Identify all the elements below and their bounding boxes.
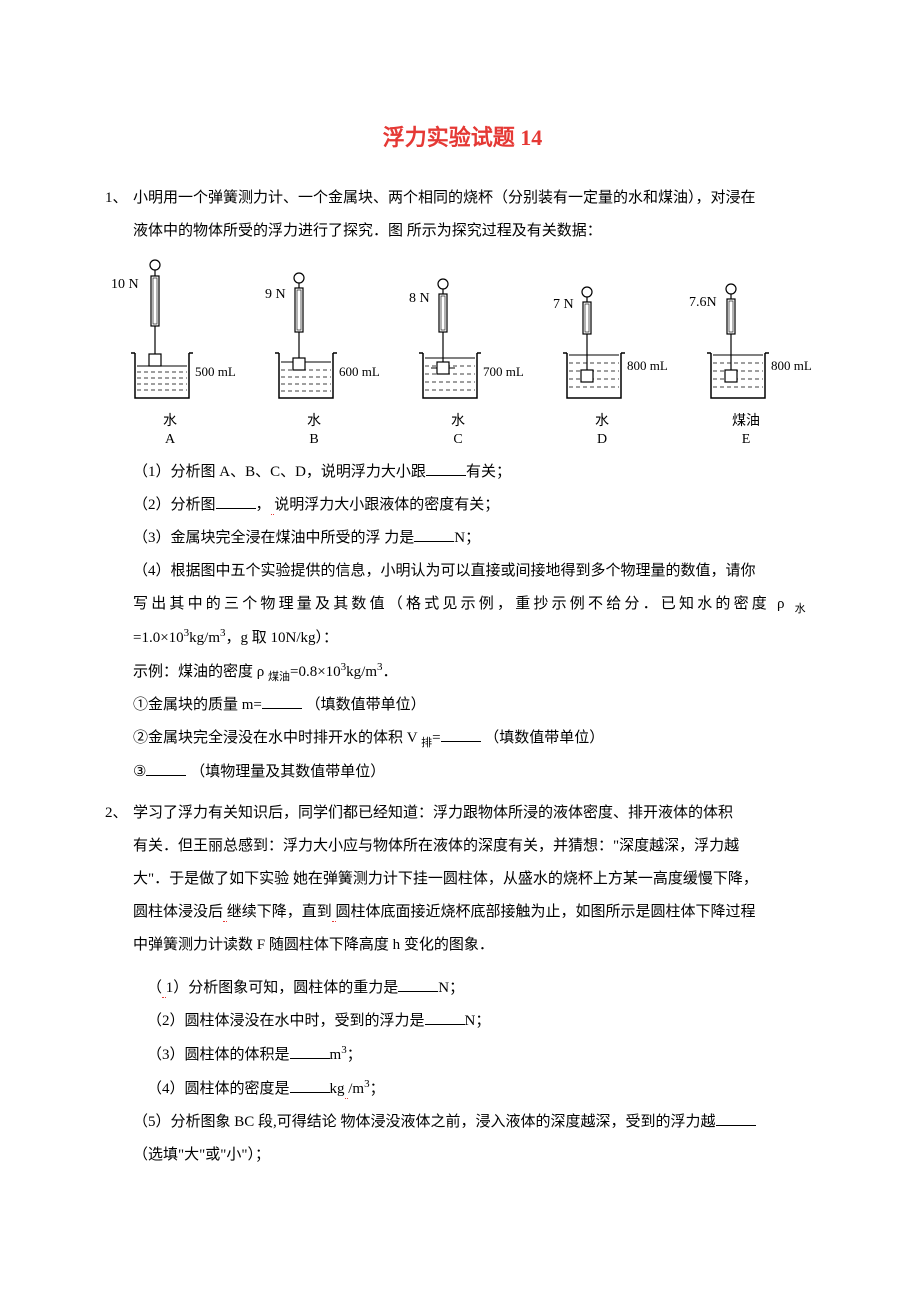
q1-ans3: ③ （填物理量及其数值带单位） <box>133 756 820 789</box>
q1-intro: 1、小明用一个弹簧测力计、一个金属块、两个相同的烧杯（分别装有一定量的水和煤油）… <box>105 182 820 248</box>
svg-text:800 mL: 800 mL <box>771 358 811 373</box>
svg-text:10 N: 10 N <box>111 277 139 292</box>
svg-text:700 mL: 700 mL <box>483 364 523 379</box>
question-2: 2、学习了浮力有关知识后，同学们都已经知道：浮力跟物体所浸的液体密度、排开液体的… <box>105 797 820 1172</box>
setup-A-label: A <box>165 432 175 448</box>
q1-sub2: （2）分析图， 说明浮力大小跟液体的密度有关； <box>133 489 820 522</box>
setup-D-label: D <box>597 432 607 448</box>
blank[interactable] <box>716 1108 756 1126</box>
q1-number: 1、 <box>105 182 133 215</box>
q1-intro-line2: 液体中的物体所受的浮力进行了探究．图 所示为探究过程及有关数据： <box>133 223 602 239</box>
q2-sub2: （2）圆柱体浸没在水中时，受到的浮力是N； <box>133 1005 820 1038</box>
svg-text:7 N: 7 N <box>553 297 574 312</box>
setup-B: 9 N 600 mL <box>249 258 379 448</box>
setup-C-liquid: 水 <box>451 410 465 430</box>
q2-sub1: （ 1）分析图象可知，圆柱体的重力是N； <box>133 972 820 1005</box>
setup-D-svg: 7 N 800 mL <box>537 258 667 408</box>
svg-text:600 mL: 600 mL <box>339 364 379 379</box>
setup-E-label: E <box>742 432 751 448</box>
svg-text:800 mL: 800 mL <box>627 358 667 373</box>
q1-diagram-row: 10 N <box>105 258 820 448</box>
blank[interactable] <box>216 492 256 510</box>
setup-C-svg: 8 N 70 <box>393 258 523 408</box>
setup-D-liquid: 水 <box>595 410 609 430</box>
setup-C-label: C <box>453 432 462 448</box>
blank[interactable] <box>290 1075 330 1093</box>
q2-intro: 2、学习了浮力有关知识后，同学们都已经知道：浮力跟物体所浸的液体密度、排开液体的… <box>105 797 820 962</box>
page-container: 浮力实验试题 14 1、小明用一个弹簧测力计、一个金属块、两个相同的烧杯（分别装… <box>0 0 920 1232</box>
setup-B-label: B <box>309 432 318 448</box>
blank[interactable] <box>414 525 454 543</box>
page-title: 浮力实验试题 14 <box>105 120 820 152</box>
setup-E: 7.6N 800 mL <box>681 258 811 448</box>
blank[interactable] <box>441 725 481 743</box>
setup-A-liquid: 水 <box>163 410 177 430</box>
setup-C: 8 N 70 <box>393 258 523 448</box>
q1-sub3: （3）金属块完全浸在煤油中所受的浮 力是N； <box>133 522 820 555</box>
blank[interactable] <box>262 692 302 710</box>
setup-E-svg: 7.6N 800 mL <box>681 258 811 408</box>
setup-E-liquid: 煤油 <box>732 410 760 430</box>
blank[interactable] <box>425 1007 465 1025</box>
setup-A: 10 N <box>105 258 235 448</box>
q1-ans1: ①金属块的质量 m= （填数值带单位） <box>133 689 820 722</box>
setup-D: 7 N 800 mL <box>537 258 667 448</box>
setup-B-svg: 9 N 600 mL <box>249 258 379 408</box>
blank[interactable] <box>146 758 186 776</box>
blank[interactable] <box>398 974 438 992</box>
blank[interactable] <box>426 459 466 477</box>
question-1: 1、小明用一个弹簧测力计、一个金属块、两个相同的烧杯（分别装有一定量的水和煤油）… <box>105 182 820 789</box>
q2-sub4: （4）圆柱体的密度是kg /m3； <box>133 1072 820 1106</box>
q2-sub5: （5）分析图象 BC 段,可得结论 物体浸没液体之前，浸入液体的深度越深，受到的… <box>133 1106 820 1172</box>
q1-intro-line1: 小明用一个弹簧测力计、一个金属块、两个相同的烧杯（分别装有一定量的水和煤油），对… <box>133 190 756 206</box>
svg-text:9 N: 9 N <box>265 287 286 302</box>
q1-sub4: （4）根据图中五个实验提供的信息，小明认为可以直接或间接地得到多个物理量的数值，… <box>133 555 820 655</box>
setup-A-svg: 10 N <box>105 258 235 408</box>
q2-sub3: （3）圆柱体的体积是m3； <box>133 1038 820 1072</box>
svg-text:500 mL: 500 mL <box>195 364 235 379</box>
q2-number: 2、 <box>105 797 133 830</box>
q1-ans2: ②金属块完全浸没在水中时排开水的体积 V 排= （填数值带单位） <box>133 722 820 755</box>
svg-text:7.6N: 7.6N <box>689 295 717 310</box>
q1-example: 示例：煤油的密度 ρ 煤油=0.8×103kg/m3． <box>133 655 820 689</box>
q1-sub1: （1）分析图 A、B、C、D，说明浮力大小跟有关； <box>133 456 820 489</box>
svg-text:8 N: 8 N <box>409 291 430 306</box>
blank[interactable] <box>290 1041 330 1059</box>
setup-B-liquid: 水 <box>307 410 321 430</box>
